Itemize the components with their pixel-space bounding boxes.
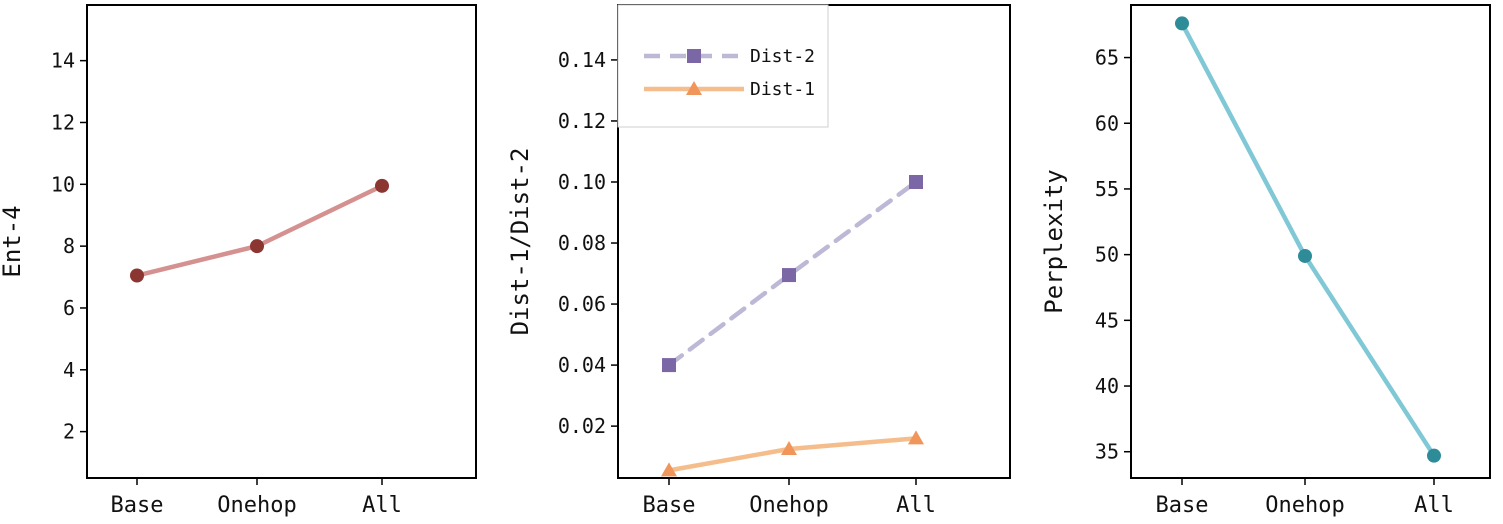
y-tick-label: 35 bbox=[1095, 440, 1119, 464]
y-tick-label: 40 bbox=[1095, 374, 1119, 398]
y-tick-label: 60 bbox=[1095, 111, 1119, 135]
y-axis-label: Ent-4 bbox=[0, 205, 26, 277]
legend-label: Dist-2 bbox=[750, 46, 815, 67]
x-tick-label: Base bbox=[643, 493, 696, 518]
y-tick-label: 45 bbox=[1095, 308, 1119, 332]
x-tick-label: Onehop bbox=[749, 493, 828, 518]
y-tick-label: 14 bbox=[51, 49, 75, 73]
chart-2: 0.02 0.04 0.06 0.08 0.10 0.12 0.14 Base Onehop Al… bbox=[506, 4, 1011, 518]
legend: Dist-2 Dist-1 bbox=[617, 4, 829, 128]
y-tick-label: 0.06 bbox=[558, 292, 606, 316]
y-tick-label: 0.10 bbox=[558, 170, 606, 194]
x-tick-label: Base bbox=[111, 493, 164, 518]
legend-label: Dist-1 bbox=[750, 79, 815, 100]
x-tick-label: Onehop bbox=[1265, 493, 1344, 518]
x-tick-label: All bbox=[362, 493, 402, 518]
y-tick-label: 12 bbox=[51, 110, 75, 134]
chart-3: 35 40 45 50 55 60 65 Base Onehop All Perplexity bbox=[1040, 4, 1491, 518]
y-tick-label: 8 bbox=[63, 234, 75, 258]
plot-frame bbox=[1130, 4, 1491, 479]
plot-frame bbox=[86, 4, 477, 479]
y-tick-label: 2 bbox=[63, 420, 75, 444]
data-point bbox=[1427, 448, 1441, 463]
data-point bbox=[782, 268, 796, 283]
data-point bbox=[661, 462, 677, 477]
chart-1: 2 4 6 8 10 12 14 Base Onehop All Ent-4 bbox=[0, 4, 477, 518]
y-tick-label: 10 bbox=[51, 172, 75, 196]
y-axis-label: Dist-1/Dist-2 bbox=[506, 148, 534, 336]
legend-box bbox=[617, 4, 829, 128]
y-tick-label: 65 bbox=[1095, 46, 1119, 70]
data-point bbox=[250, 239, 264, 254]
data-point bbox=[686, 81, 702, 95]
data-point bbox=[1175, 16, 1189, 31]
y-tick-label: 0.04 bbox=[558, 353, 606, 377]
data-point bbox=[909, 174, 923, 189]
x-tick-label: All bbox=[1414, 493, 1454, 518]
x-tick-label: All bbox=[896, 493, 936, 518]
data-point bbox=[375, 178, 389, 193]
y-tick-label: 55 bbox=[1095, 177, 1119, 201]
y-tick-label: 50 bbox=[1095, 243, 1119, 267]
data-point bbox=[687, 49, 701, 63]
series-line bbox=[666, 179, 919, 368]
y-tick-label: 4 bbox=[63, 358, 75, 382]
y-tick-label: 0.08 bbox=[558, 231, 606, 255]
data-point bbox=[908, 430, 924, 445]
x-tick-label: Base bbox=[1156, 493, 1209, 518]
data-point bbox=[130, 268, 144, 283]
y-tick-label: 0.14 bbox=[558, 48, 606, 72]
y-tick-label: 0.12 bbox=[558, 109, 606, 133]
data-point bbox=[1298, 248, 1312, 263]
data-point bbox=[662, 358, 676, 373]
y-tick-label: 6 bbox=[63, 296, 75, 320]
x-tick-label: Onehop bbox=[217, 493, 296, 518]
y-axis-label: Perplexity bbox=[1040, 169, 1068, 314]
data-point bbox=[781, 441, 797, 456]
y-tick-label: 0.02 bbox=[558, 414, 606, 438]
